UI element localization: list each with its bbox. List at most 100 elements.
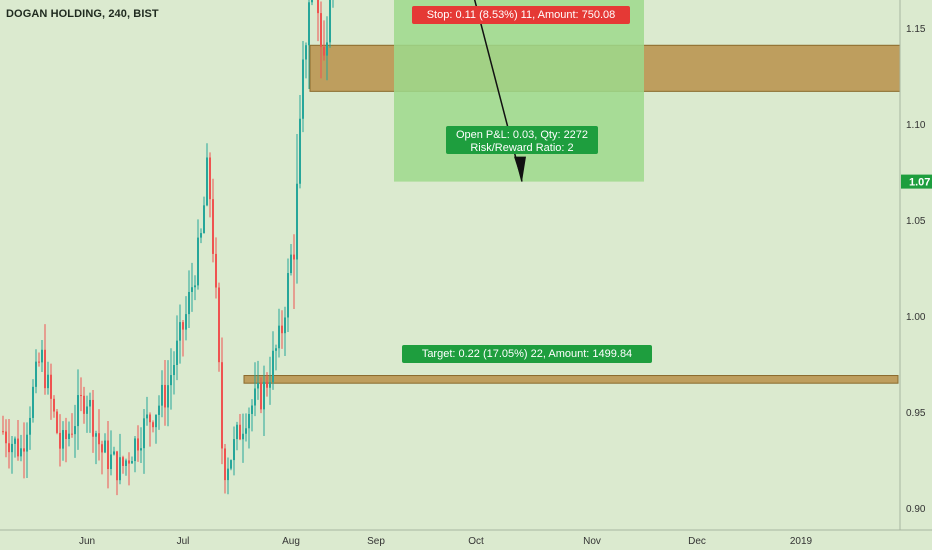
stop-label-bg (412, 6, 630, 24)
candle-body (188, 291, 190, 315)
candle-body (248, 413, 250, 429)
stop-label[interactable]: Stop: 0.11 (8.53%) 11, Amount: 750.08 (412, 6, 630, 24)
x-tick-label: Aug (282, 536, 300, 547)
candle-body (230, 460, 232, 469)
candle-body (212, 199, 214, 254)
candle-body (287, 273, 289, 318)
candle-body (191, 287, 193, 292)
candle-body (170, 375, 172, 386)
candle-body (113, 451, 115, 455)
candle-body (185, 314, 187, 330)
candle-body (71, 433, 73, 435)
candle-body (158, 405, 160, 415)
candle-body (176, 340, 178, 365)
candle-body (224, 448, 226, 481)
zone-rect[interactable] (243, 375, 899, 384)
reward-zone[interactable] (394, 0, 644, 182)
candle-body (182, 322, 184, 330)
candle-body (242, 433, 244, 440)
candle-body (155, 414, 157, 428)
candle-body (134, 438, 136, 462)
candle-body (101, 444, 103, 453)
candle-body (92, 399, 94, 437)
candle-body (167, 385, 169, 408)
candle-body (281, 325, 283, 334)
candle-body (251, 405, 253, 414)
y-tick-label: 1.00 (906, 312, 926, 323)
candle-body (173, 364, 175, 376)
candle-body (83, 395, 85, 414)
candle-body (23, 448, 25, 452)
candle-body (2, 431, 4, 433)
candle-body (236, 424, 238, 440)
candle-body (254, 388, 256, 406)
candle-body (62, 430, 64, 449)
target-label[interactable]: Target: 0.22 (17.05%) 22, Amount: 1499.8… (402, 345, 652, 363)
candle-body (263, 381, 265, 410)
candle-body (104, 440, 106, 453)
candle-body (32, 386, 34, 418)
candle-body (197, 237, 199, 286)
candle-body (86, 406, 88, 414)
candle-body (233, 439, 235, 461)
candle-body (68, 433, 70, 440)
candle-body (209, 157, 211, 200)
x-tick-label: Sep (367, 536, 385, 547)
candle-body (53, 398, 55, 412)
candle-body (65, 430, 67, 440)
candle-body (146, 414, 148, 419)
candle-body (203, 205, 205, 234)
x-tick-label: Dec (688, 536, 706, 547)
candle-body (200, 233, 202, 238)
candle-body (272, 350, 274, 383)
candle-body (26, 434, 28, 452)
y-tick-label: 1.15 (906, 24, 926, 35)
candle-body (131, 461, 133, 464)
candle-body (137, 438, 139, 451)
target-label-text: Target: 0.22 (17.05%) 22, Amount: 1499.8… (422, 348, 632, 360)
candle-body (275, 348, 277, 351)
candle-body (152, 422, 154, 428)
candle-body (47, 374, 49, 389)
candle-body (293, 254, 295, 260)
candle-body (128, 460, 130, 464)
y-tick-label: 0.90 (906, 504, 926, 515)
candle-body (206, 157, 208, 206)
x-tick-label: Oct (468, 536, 484, 547)
y-tick-label: 1.10 (906, 120, 926, 131)
candle-body (296, 183, 298, 260)
candle-body (227, 468, 229, 481)
candle-body (284, 317, 286, 334)
candle-body (41, 349, 43, 363)
candle-body (308, 2, 310, 46)
candle-body (74, 426, 76, 435)
y-tick-label: 1.05 (906, 216, 926, 227)
pnl-label-text: Risk/Reward Ratio: 2 (470, 142, 573, 154)
candle-body (17, 438, 19, 457)
candle-body (80, 395, 82, 397)
candle-body (305, 45, 307, 60)
candle-body (20, 448, 22, 457)
x-tick-label: Jun (79, 536, 95, 547)
candle-body (125, 460, 127, 466)
candle-body (8, 443, 10, 453)
candle-body (221, 362, 223, 449)
y-tick-label: 0.95 (906, 408, 926, 419)
x-tick-label: Jul (177, 536, 190, 547)
candle-body (44, 349, 46, 389)
candle-body (59, 432, 61, 449)
candle-body (50, 374, 52, 399)
candle-body (269, 382, 271, 388)
candle-body (326, 42, 328, 56)
candle-body (29, 417, 31, 435)
projection-path[interactable] (386, 0, 523, 182)
candle-body (149, 414, 151, 423)
candle-body (239, 424, 241, 440)
candle-body (311, 0, 313, 3)
candle-body (164, 384, 166, 408)
candle-body (107, 440, 109, 470)
arrow-head-down (514, 156, 526, 182)
